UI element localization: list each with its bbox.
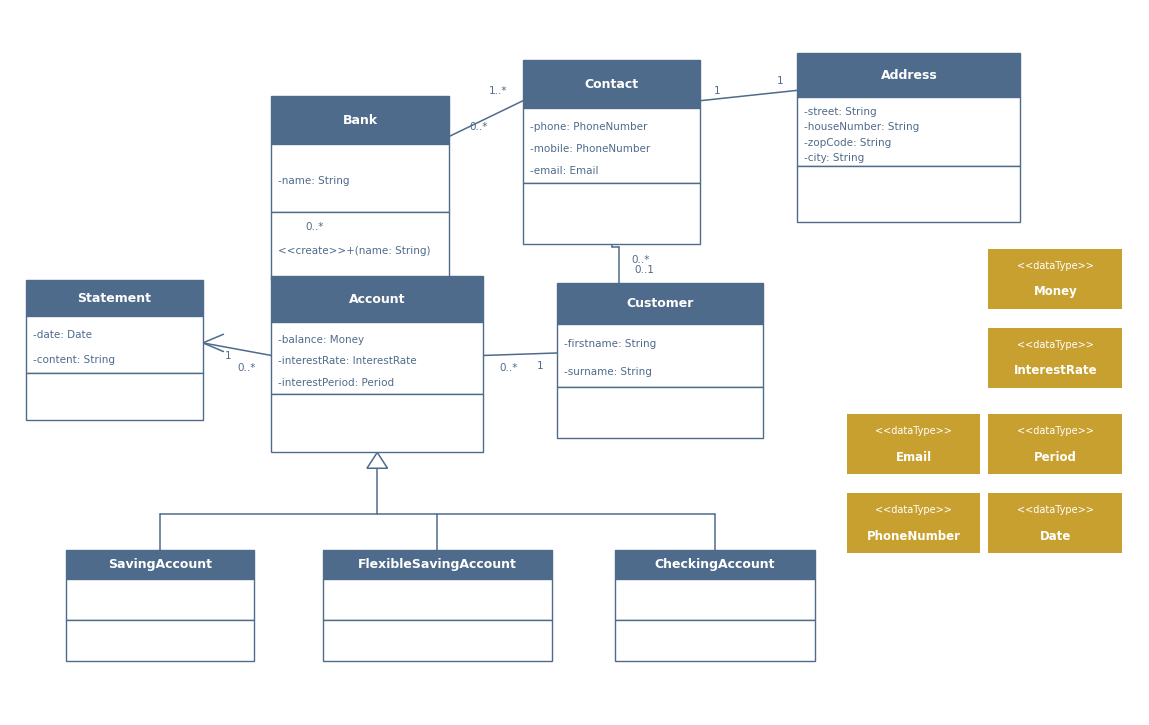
Bar xyxy=(271,322,483,394)
Text: 1: 1 xyxy=(715,86,720,96)
Bar xyxy=(615,550,815,579)
Bar xyxy=(988,249,1123,309)
Text: Address: Address xyxy=(880,69,938,82)
Text: -interestRate: InterestRate: -interestRate: InterestRate xyxy=(278,357,417,366)
Bar xyxy=(847,414,980,474)
Text: <<dataType>>: <<dataType>> xyxy=(876,505,953,515)
Text: Account: Account xyxy=(349,293,406,305)
Bar xyxy=(65,579,254,620)
Bar xyxy=(271,96,449,144)
Bar xyxy=(323,579,552,620)
Bar xyxy=(847,494,980,553)
Text: Statement: Statement xyxy=(77,291,152,304)
Bar xyxy=(523,60,700,108)
Bar xyxy=(323,550,552,579)
Bar xyxy=(988,328,1123,388)
Text: 0..*: 0..* xyxy=(631,255,649,265)
Text: -content: String: -content: String xyxy=(32,355,115,365)
Text: <<dataType>>: <<dataType>> xyxy=(1017,426,1094,436)
Text: -firstname: String: -firstname: String xyxy=(564,339,656,349)
Text: 0..*: 0..* xyxy=(499,363,517,373)
Text: -name: String: -name: String xyxy=(278,176,349,186)
Text: -surname: String: -surname: String xyxy=(564,368,653,378)
Text: -mobile: PhoneNumber: -mobile: PhoneNumber xyxy=(530,144,650,154)
Bar xyxy=(988,414,1123,474)
Text: <<dataType>>: <<dataType>> xyxy=(1017,340,1094,349)
Bar xyxy=(65,550,254,579)
Text: Contact: Contact xyxy=(585,78,639,91)
Text: Period: Period xyxy=(1034,451,1077,464)
Bar xyxy=(557,386,763,438)
Text: <<dataType>>: <<dataType>> xyxy=(876,426,953,436)
Text: 1: 1 xyxy=(225,351,231,361)
Bar xyxy=(523,183,700,244)
Text: Date: Date xyxy=(1040,530,1071,543)
Text: PhoneNumber: PhoneNumber xyxy=(866,530,961,543)
Text: Bank: Bank xyxy=(342,114,378,127)
Polygon shape xyxy=(367,452,387,468)
Text: 1..*: 1..* xyxy=(488,86,507,96)
Text: -street: String: -street: String xyxy=(804,107,877,117)
Text: -phone: PhoneNumber: -phone: PhoneNumber xyxy=(530,122,647,132)
Text: CheckingAccount: CheckingAccount xyxy=(654,558,774,571)
Bar xyxy=(797,53,1020,97)
Text: 0..*: 0..* xyxy=(469,123,487,133)
Bar xyxy=(25,373,203,420)
Text: -interestPeriod: Period: -interestPeriod: Period xyxy=(278,378,394,388)
Bar xyxy=(988,494,1123,553)
Bar xyxy=(557,323,763,386)
Text: -city: String: -city: String xyxy=(804,153,864,163)
Bar xyxy=(523,108,700,183)
Bar xyxy=(271,394,483,452)
Text: -balance: Money: -balance: Money xyxy=(278,335,364,345)
Bar xyxy=(65,620,254,661)
Text: 0..*: 0..* xyxy=(306,223,324,232)
Bar xyxy=(271,212,449,280)
Text: 0..*: 0..* xyxy=(237,363,255,373)
Bar xyxy=(797,166,1020,222)
Bar xyxy=(271,144,449,212)
Text: 1: 1 xyxy=(777,76,784,86)
Bar xyxy=(797,97,1020,166)
Text: 0..1: 0..1 xyxy=(634,265,654,276)
Text: SavingAccount: SavingAccount xyxy=(108,558,213,571)
Text: InterestRate: InterestRate xyxy=(1013,365,1097,378)
Bar xyxy=(25,280,203,316)
Text: -email: Email: -email: Email xyxy=(530,167,599,176)
Bar xyxy=(25,316,203,373)
Text: <<dataType>>: <<dataType>> xyxy=(1017,505,1094,515)
Text: Money: Money xyxy=(1033,286,1078,298)
Bar xyxy=(271,276,483,322)
Text: 1: 1 xyxy=(537,361,543,371)
Text: Customer: Customer xyxy=(626,297,694,310)
Bar xyxy=(615,620,815,661)
Text: 1: 1 xyxy=(307,291,314,301)
Bar xyxy=(323,620,552,661)
Text: -houseNumber: String: -houseNumber: String xyxy=(804,123,919,132)
Bar xyxy=(615,579,815,620)
Text: -date: Date: -date: Date xyxy=(32,330,92,340)
Bar xyxy=(557,283,763,323)
Text: <<dataType>>: <<dataType>> xyxy=(1017,260,1094,270)
Text: Email: Email xyxy=(895,451,932,464)
Text: <<create>>+(name: String): <<create>>+(name: String) xyxy=(278,246,431,256)
Text: -zopCode: String: -zopCode: String xyxy=(804,138,892,148)
Text: FlexibleSavingAccount: FlexibleSavingAccount xyxy=(357,558,517,571)
